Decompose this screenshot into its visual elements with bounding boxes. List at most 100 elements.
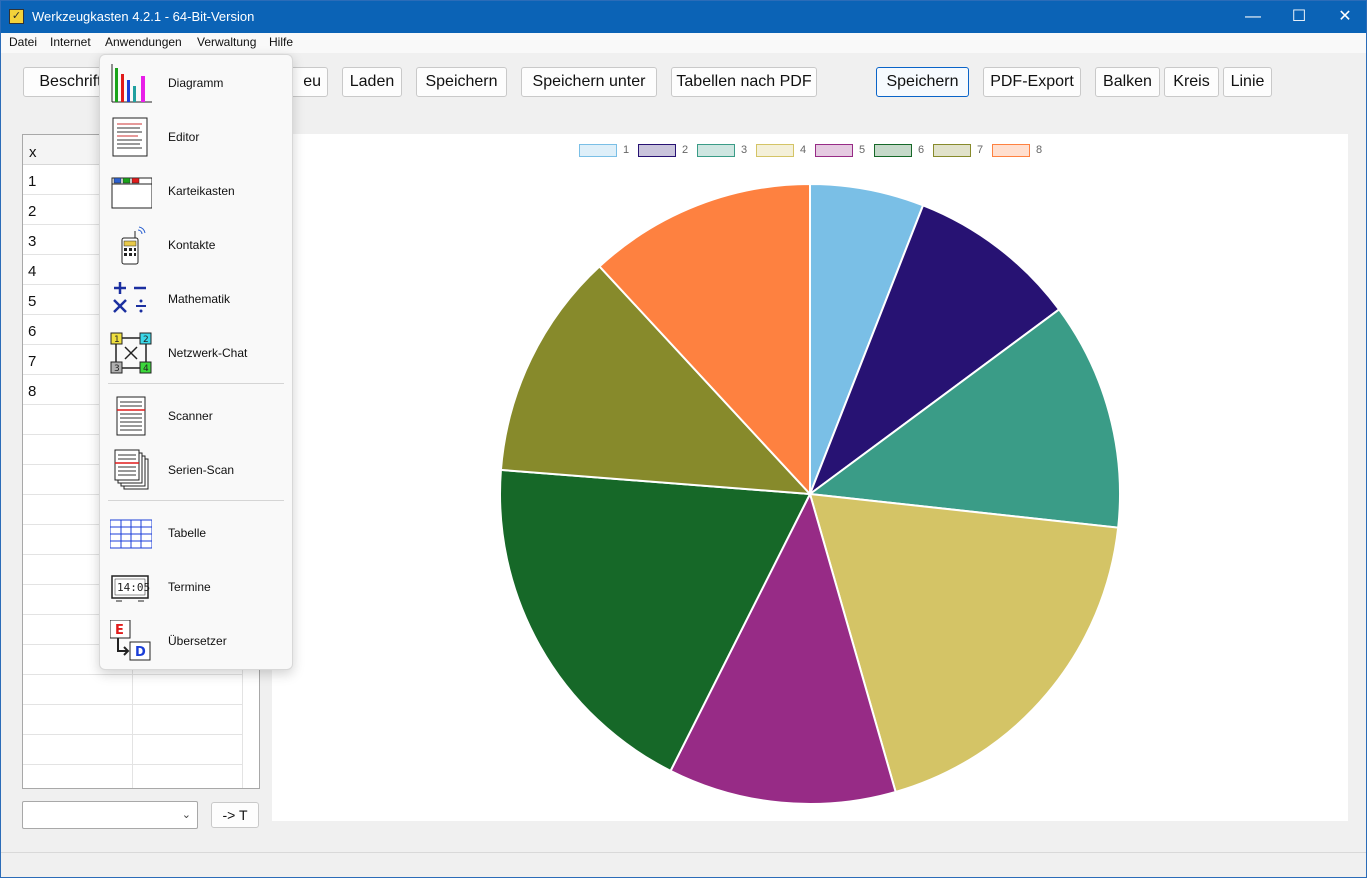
linie-button[interactable]: Linie bbox=[1223, 67, 1272, 97]
table-cell-x[interactable]: 8 bbox=[28, 383, 37, 400]
anwendungen-dropdown: Diagramm Editor Karteik bbox=[99, 54, 293, 670]
menu-item-tabelle[interactable]: Tabelle bbox=[100, 506, 292, 558]
legend-label: 5 bbox=[859, 144, 866, 156]
table-row[interactable] bbox=[23, 645, 243, 675]
menu-separator bbox=[108, 383, 284, 384]
menu-item-editor[interactable]: Editor bbox=[100, 110, 292, 162]
card-box-icon bbox=[111, 177, 152, 209]
maximize-button[interactable]: ☐ bbox=[1291, 8, 1307, 25]
menu-item-label: Tabelle bbox=[168, 526, 207, 540]
table-row[interactable] bbox=[23, 675, 243, 705]
scanner-icon bbox=[116, 396, 146, 436]
speichern-unter-button[interactable]: Speichern unter bbox=[521, 67, 657, 97]
legend-label: 6 bbox=[918, 144, 925, 156]
speichern-button[interactable]: Speichern bbox=[416, 67, 507, 97]
legend-swatch bbox=[697, 144, 735, 157]
table-row[interactable] bbox=[23, 735, 243, 765]
table-cell-x[interactable]: 4 bbox=[28, 263, 37, 280]
legend-label: 2 bbox=[682, 144, 689, 156]
menu-item-serien-scan[interactable]: Serien-Scan bbox=[100, 443, 292, 495]
menu-item-karteikasten[interactable]: Karteikasten bbox=[100, 164, 292, 216]
svg-text:E: E bbox=[115, 623, 124, 638]
svg-text:D: D bbox=[135, 645, 146, 660]
menu-item-label: Kontakte bbox=[168, 238, 216, 252]
translator-icon: E D bbox=[110, 620, 151, 661]
document-icon bbox=[112, 117, 148, 157]
phone-icon bbox=[121, 226, 146, 265]
legend-label: 1 bbox=[623, 144, 630, 156]
pdf-export-button[interactable]: PDF-Export bbox=[983, 67, 1081, 97]
close-button[interactable]: ✕ bbox=[1338, 8, 1352, 25]
bar-chart-icon bbox=[111, 64, 152, 103]
clock-icon: 14:05 bbox=[111, 575, 150, 602]
menu-verwaltung[interactable]: Verwaltung bbox=[197, 35, 257, 49]
legend-swatch bbox=[992, 144, 1030, 157]
svg-text:14:05: 14:05 bbox=[117, 581, 150, 594]
title-bar[interactable]: ✓ Werkzeugkasten 4.2.1 - 64-Bit-Version … bbox=[1, 1, 1366, 33]
legend-swatch bbox=[874, 144, 912, 157]
network-icon: 1 2 3 4 bbox=[110, 332, 152, 374]
table-cell-x[interactable]: 5 bbox=[28, 293, 37, 310]
pie-slice-3 bbox=[807, 308, 1121, 529]
svg-text:1: 1 bbox=[114, 335, 120, 345]
menu-item-label: Karteikasten bbox=[168, 184, 235, 198]
pie-chart bbox=[499, 182, 1121, 805]
column-header-x: x bbox=[29, 144, 37, 161]
table-cell-x[interactable]: 7 bbox=[28, 353, 37, 370]
menu-anwendungen[interactable]: Anwendungen bbox=[105, 35, 182, 49]
menu-internet[interactable]: Internet bbox=[50, 35, 91, 49]
menu-item-label: Serien-Scan bbox=[168, 463, 235, 477]
menu-item-netzwerk-chat[interactable]: 1 2 3 4 Netzwerk-Chat bbox=[100, 326, 292, 378]
pie-slice-6 bbox=[499, 468, 812, 773]
laden-button[interactable]: Laden bbox=[342, 67, 402, 97]
svg-text:3: 3 bbox=[114, 364, 120, 374]
legend-swatch bbox=[933, 144, 971, 157]
pie-slice-2 bbox=[807, 204, 1061, 497]
status-bar bbox=[1, 852, 1366, 877]
svg-text:4: 4 bbox=[143, 364, 149, 374]
menu-separator bbox=[108, 500, 284, 501]
legend-label: 8 bbox=[1036, 144, 1043, 156]
app-checkbox-icon: ✓ bbox=[9, 9, 24, 24]
pie-slice-4 bbox=[808, 492, 1120, 794]
table-cell-x[interactable]: 6 bbox=[28, 323, 37, 340]
menu-item-scanner[interactable]: Scanner bbox=[100, 389, 292, 441]
chevron-down-icon[interactable]: ⌄ bbox=[181, 809, 191, 821]
kreis-button[interactable]: Kreis bbox=[1164, 67, 1219, 97]
convert-to-t-button[interactable]: -> T bbox=[211, 802, 259, 828]
legend-label: 3 bbox=[741, 144, 748, 156]
tabellen-nach-pdf-button[interactable]: Tabellen nach PDF bbox=[671, 67, 817, 97]
menu-item-label: Diagramm bbox=[168, 76, 224, 90]
pie-slice-5 bbox=[669, 491, 897, 805]
window-title: Werkzeugkasten 4.2.1 - 64-Bit-Version bbox=[32, 9, 255, 24]
table-cell-x[interactable]: 1 bbox=[28, 173, 37, 190]
chart-area bbox=[272, 134, 1348, 821]
chart-speichern-button[interactable]: Speichern bbox=[876, 67, 969, 97]
menu-item-mathematik[interactable]: Mathematik bbox=[100, 272, 292, 324]
table-icon bbox=[110, 519, 152, 549]
legend-swatch bbox=[756, 144, 794, 157]
svg-text:2: 2 bbox=[143, 335, 149, 345]
menu-item-kontakte[interactable]: Kontakte bbox=[100, 218, 292, 270]
menu-item-diagramm[interactable]: Diagramm bbox=[100, 56, 292, 108]
table-row[interactable] bbox=[23, 765, 243, 788]
legend-label: 4 bbox=[800, 144, 807, 156]
menu-item-label: Übersetzer bbox=[168, 634, 227, 648]
table-cell-x[interactable]: 2 bbox=[28, 203, 37, 220]
pie-slice-8 bbox=[598, 182, 811, 497]
minimize-button[interactable]: — bbox=[1245, 8, 1261, 25]
balken-button[interactable]: Balken bbox=[1095, 67, 1160, 97]
legend-swatch bbox=[579, 144, 617, 157]
menu-item-termine[interactable]: 14:05 Termine bbox=[100, 560, 292, 612]
menu-hilfe[interactable]: Hilfe bbox=[269, 35, 294, 49]
menu-item-label: Termine bbox=[168, 580, 211, 594]
table-cell-x[interactable]: 3 bbox=[28, 233, 37, 250]
menu-datei[interactable]: Datei bbox=[9, 35, 38, 49]
menu-item-uebersetzer[interactable]: E D Übersetzer bbox=[100, 614, 292, 666]
menu-bar: Datei Internet Anwendungen Verwaltung Hi… bbox=[1, 33, 1366, 53]
menu-item-label: Scanner bbox=[168, 409, 213, 423]
table-row[interactable] bbox=[23, 705, 243, 735]
column-select[interactable]: ⌄ bbox=[22, 801, 198, 829]
pie-slice-7 bbox=[499, 265, 813, 496]
